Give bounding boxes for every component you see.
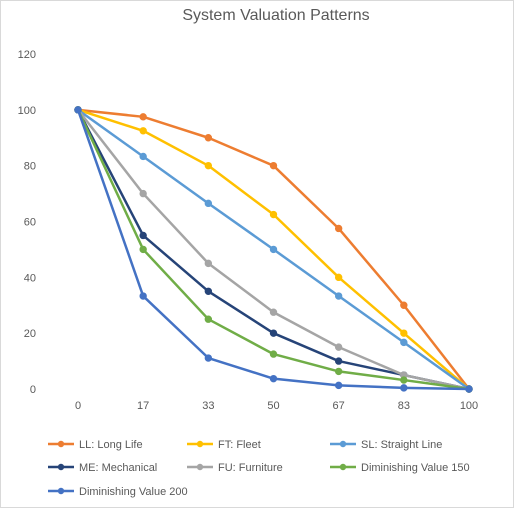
data-point: [334, 343, 343, 351]
legend-label: SL: Straight Line: [361, 439, 442, 451]
data-point: [139, 231, 147, 240]
x-tick-label: 50: [267, 400, 279, 412]
legend-label: FT: Fleet: [218, 439, 261, 451]
data-point: [139, 113, 147, 121]
y-axis: 0 20 40 60 80 100 120: [18, 49, 36, 396]
y-tick-label: 120: [18, 49, 36, 61]
data-point: [400, 384, 408, 392]
data-point: [269, 308, 278, 316]
data-point: [204, 161, 213, 170]
legend-label: ME: Mechanical: [79, 462, 157, 474]
legend-item: Diminishing Value 150: [330, 462, 470, 474]
y-tick-label: 60: [24, 217, 36, 229]
data-point: [139, 127, 147, 135]
legend-label: Diminishing Value 200: [79, 486, 188, 498]
legend-item: FT: Fleet: [187, 439, 261, 451]
legend-marker: [196, 440, 204, 448]
legend: LL: Long Life FT: Fleet SL: Straight Line M…: [48, 439, 470, 498]
legend-marker: [196, 463, 204, 471]
x-axis: 0 17 33 50 67 83 100: [75, 400, 478, 412]
data-point: [269, 161, 278, 170]
data-point: [334, 367, 343, 376]
data-point: [269, 374, 278, 383]
legend-item: LL: Long Life: [48, 439, 143, 451]
y-tick-label: 100: [18, 105, 36, 117]
legend-marker: [57, 463, 65, 471]
data-point: [465, 385, 473, 393]
data-point: [400, 338, 408, 347]
data-point: [204, 315, 213, 323]
legend-label: FU: Furniture: [218, 462, 283, 474]
legend-marker: [57, 440, 65, 448]
data-point: [334, 357, 343, 365]
data-point: [204, 199, 213, 208]
series-group: [74, 106, 473, 393]
data-point: [334, 381, 343, 390]
data-point: [269, 245, 278, 254]
data-point: [139, 245, 147, 254]
legend-label: LL: Long Life: [79, 439, 143, 451]
data-point: [204, 287, 213, 295]
x-tick-label: 100: [460, 400, 478, 412]
legend-label: Diminishing Value 150: [361, 462, 470, 474]
data-point: [400, 301, 408, 309]
legend-item: FU: Furniture: [187, 462, 283, 474]
legend-item: ME: Mechanical: [48, 462, 157, 474]
legend-item: Diminishing Value 200: [48, 486, 188, 498]
data-point: [400, 329, 408, 337]
data-point: [204, 259, 213, 268]
series-lines: [74, 106, 473, 393]
y-tick-label: 0: [30, 384, 36, 396]
data-point: [139, 292, 147, 300]
chart-title: System Valuation Patterns: [182, 7, 370, 24]
data-point: [269, 329, 278, 337]
x-tick-label: 17: [137, 400, 149, 412]
legend-item: SL: Straight Line: [330, 439, 442, 451]
x-tick-label: 33: [202, 400, 214, 412]
data-point: [139, 189, 147, 198]
data-point: [400, 376, 408, 384]
data-point: [139, 152, 147, 161]
data-point: [334, 224, 343, 233]
data-point: [334, 292, 343, 300]
legend-marker: [339, 463, 347, 471]
data-point: [204, 354, 213, 362]
data-point: [334, 273, 343, 282]
x-tick-label: 67: [333, 400, 345, 412]
data-point: [204, 134, 213, 142]
data-point: [269, 210, 278, 219]
series-group: [74, 106, 473, 393]
data-point: [74, 106, 82, 114]
y-tick-label: 20: [24, 328, 36, 340]
legend-marker: [57, 487, 65, 495]
legend-marker: [339, 440, 347, 448]
series-group: [74, 106, 473, 393]
x-tick-label: 0: [75, 400, 81, 412]
x-tick-label: 83: [398, 400, 410, 412]
data-point: [269, 350, 278, 358]
y-tick-label: 80: [24, 161, 36, 173]
y-tick-label: 40: [24, 272, 36, 284]
